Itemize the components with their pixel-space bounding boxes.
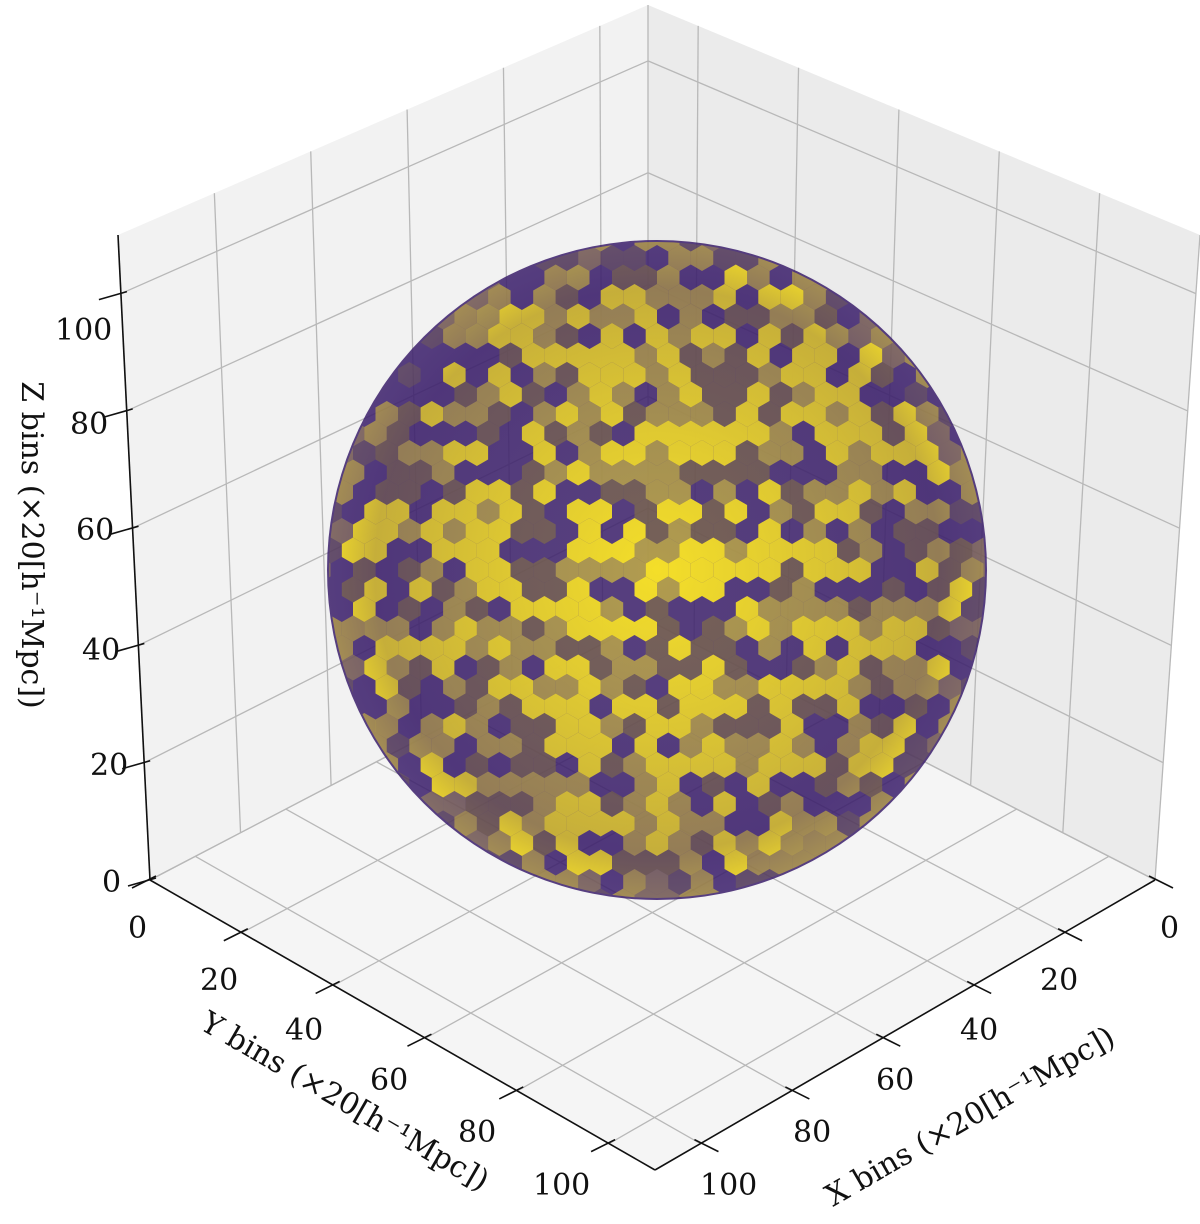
tick-marks xyxy=(98,290,1174,1153)
y-tick: 60 xyxy=(370,1063,408,1098)
y-tick: 20 xyxy=(200,963,238,998)
x-tick: 40 xyxy=(960,1013,998,1048)
y-tick: 80 xyxy=(458,1115,496,1150)
z-axis-line xyxy=(117,234,151,881)
x-axis-line xyxy=(654,879,1156,1171)
y-tick: 100 xyxy=(533,1168,590,1203)
y-tick: 40 xyxy=(285,1013,323,1048)
voxel-sphere xyxy=(325,238,989,902)
y-tick: 0 xyxy=(128,911,147,946)
z-tick: 40 xyxy=(82,633,120,668)
z-tick: 20 xyxy=(90,748,128,783)
x-tick-labels: 0 20 40 60 80 100 xyxy=(700,911,1179,1203)
z-tick-labels: 100 80 60 40 20 0 xyxy=(55,313,128,900)
y-axis-line xyxy=(149,879,656,1171)
x-tick: 100 xyxy=(700,1168,757,1203)
x-tick: 0 xyxy=(1160,911,1179,946)
z-tick: 0 xyxy=(102,865,121,900)
z-axis-label: Z bins (×20[h⁻¹Mpc]) xyxy=(14,381,49,708)
x-tick: 60 xyxy=(876,1063,914,1098)
z-tick: 100 xyxy=(55,313,112,348)
z-tick: 60 xyxy=(76,513,114,548)
axis-lines xyxy=(117,234,1156,1171)
x-tick: 20 xyxy=(1040,963,1078,998)
z-tick: 80 xyxy=(70,407,108,442)
y-tick-labels: 0 20 40 60 80 100 xyxy=(128,911,590,1203)
x-tick: 80 xyxy=(793,1115,831,1150)
